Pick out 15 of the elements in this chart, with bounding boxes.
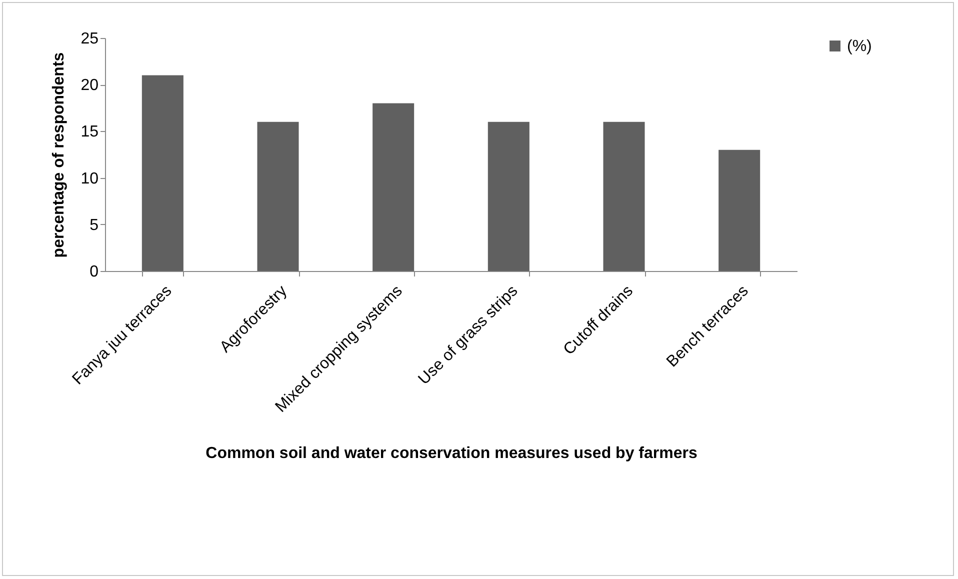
y-tick-label: 25 [80, 30, 99, 48]
bar [257, 122, 299, 271]
bar [372, 103, 414, 271]
y-tick-label: 15 [80, 124, 99, 141]
bar [603, 122, 645, 271]
y-tick-label: 10 [80, 170, 99, 188]
bar [718, 150, 760, 271]
legend-label: (%) [847, 38, 872, 55]
x-axis-title: Common soil and water conservation measures used by farmers [206, 445, 698, 462]
bar [488, 122, 530, 271]
y-tick-label: 0 [90, 264, 99, 280]
y-axis-title: percentage of respondents [50, 52, 68, 258]
y-tick-label: 5 [90, 216, 99, 234]
bar [142, 75, 184, 271]
y-tick-label: 20 [80, 77, 99, 94]
